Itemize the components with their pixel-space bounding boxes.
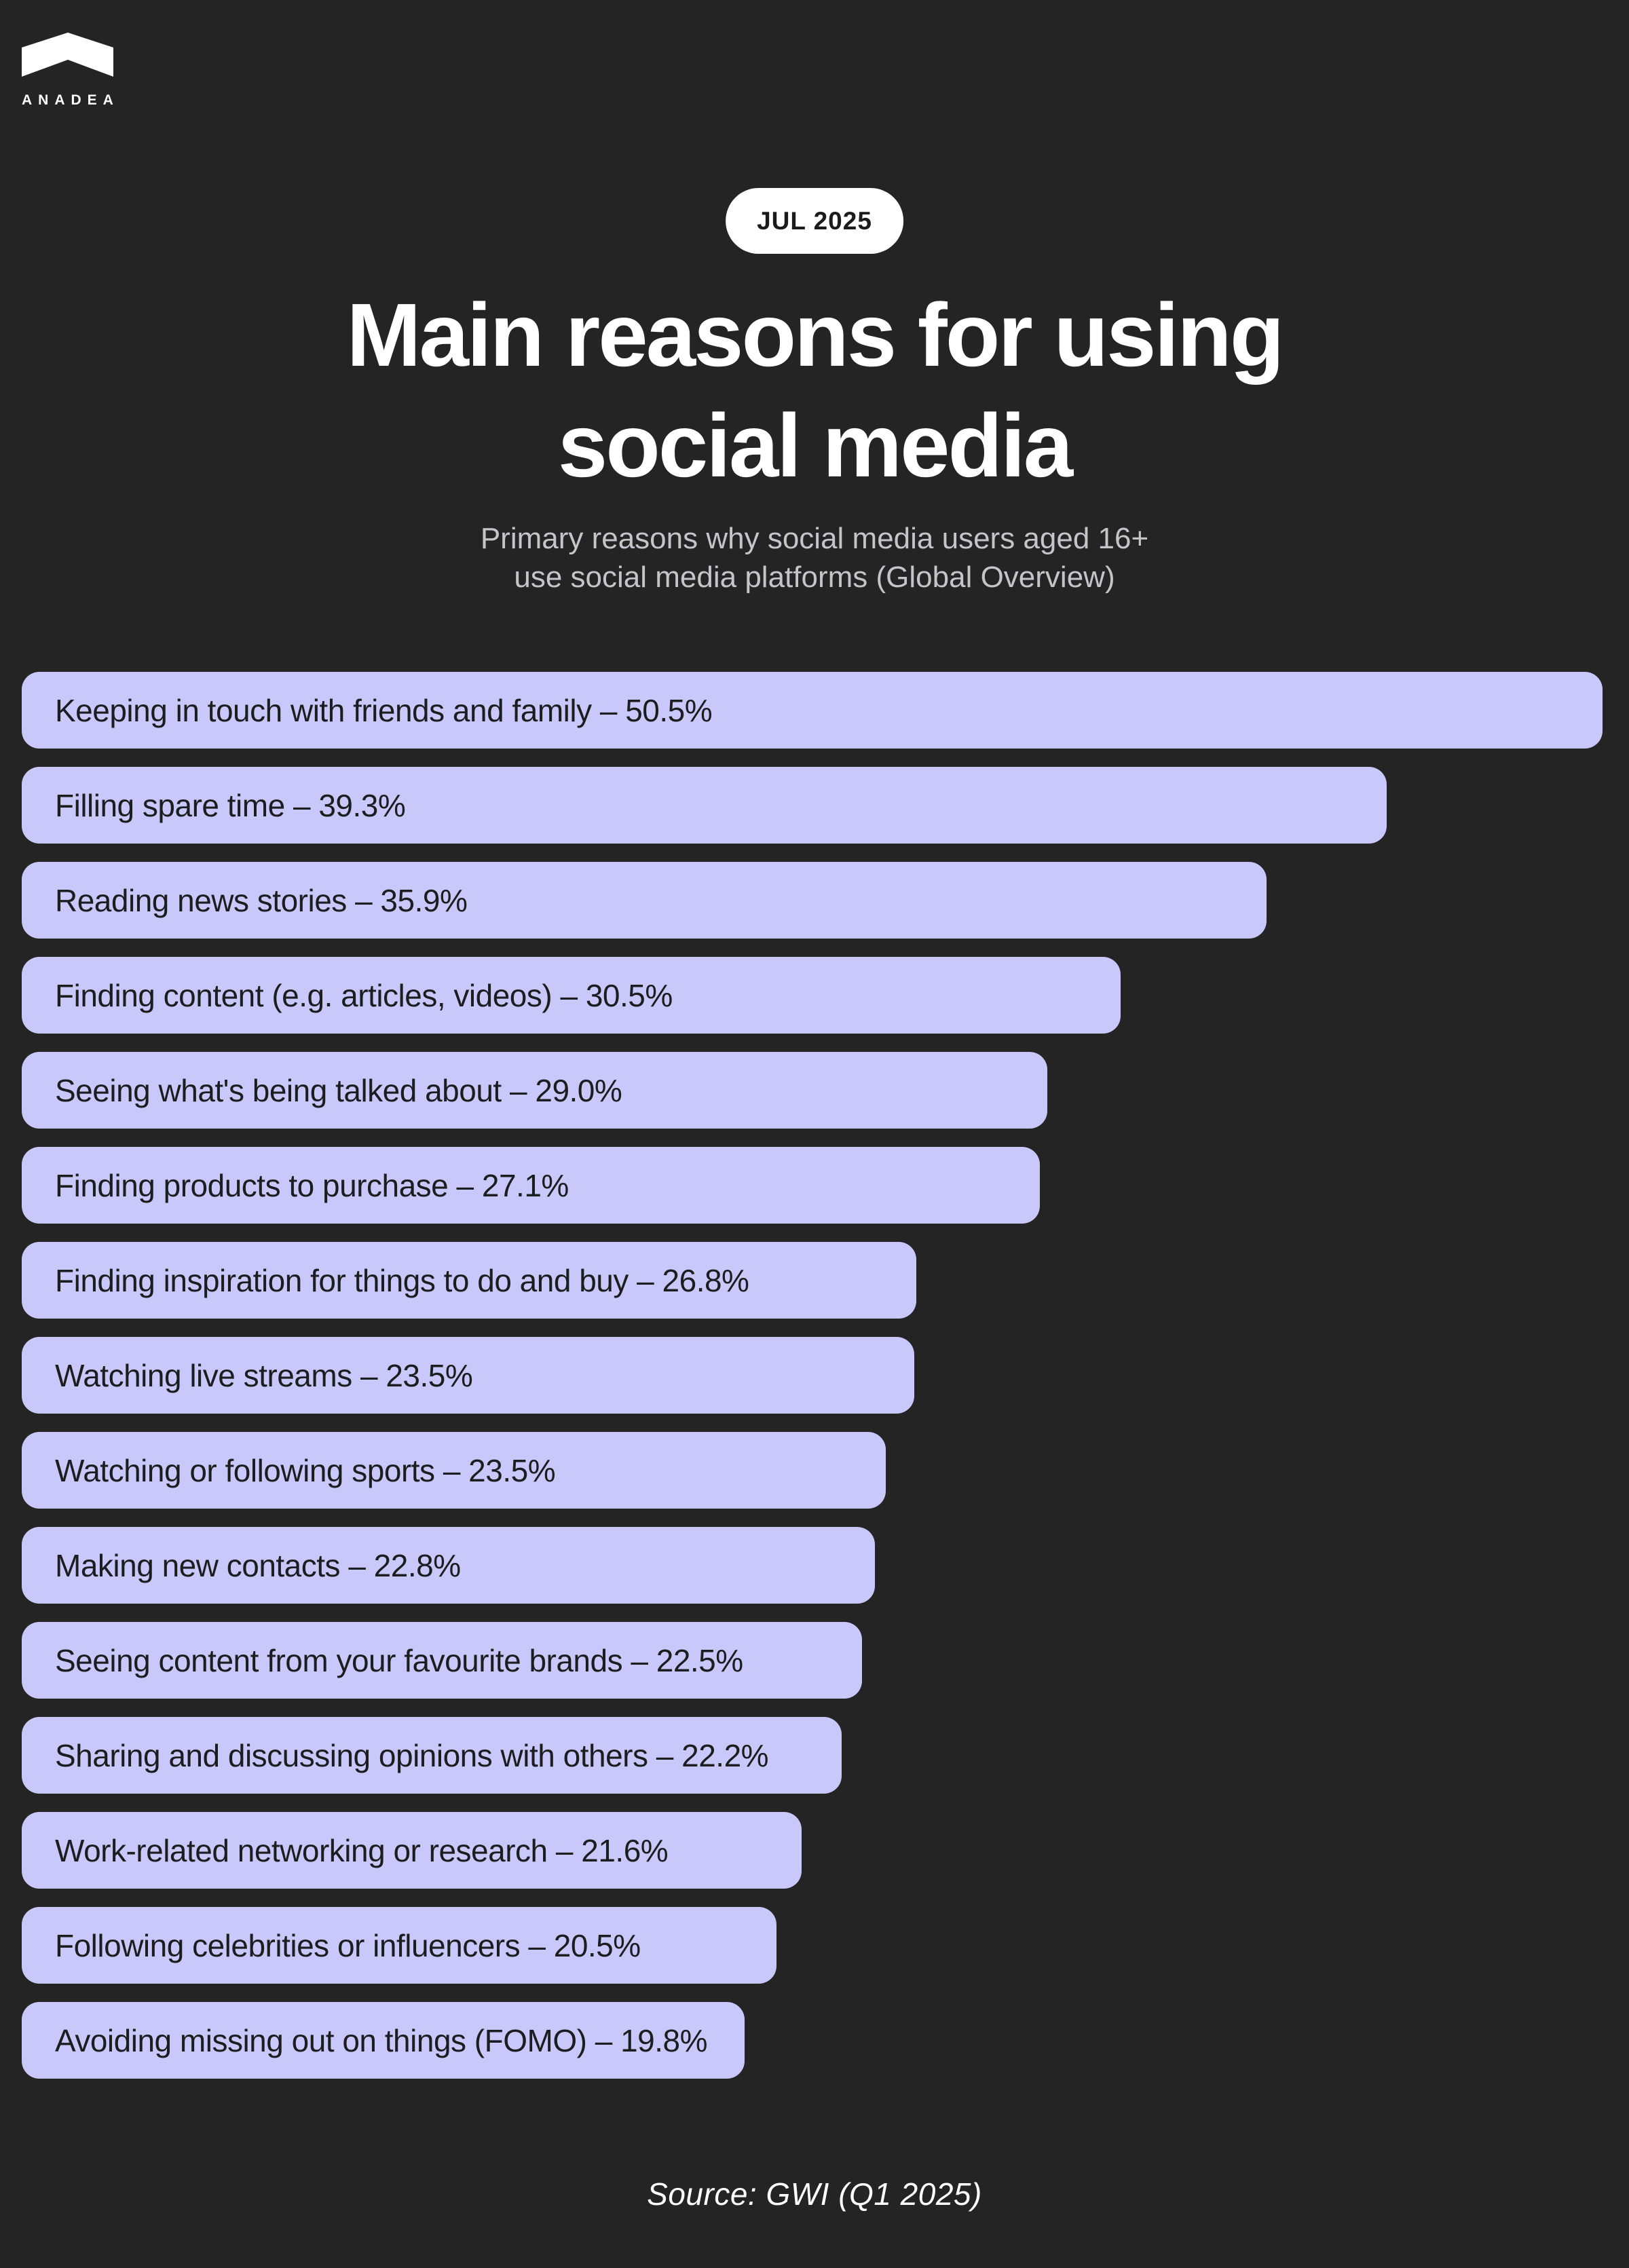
title-line-1: Main reasons for using (346, 285, 1285, 385)
anadea-chevron-icon (22, 33, 113, 77)
bar-row: Finding inspiration for things to do and… (22, 1242, 916, 1319)
anadea-wordmark: ANADEA (22, 92, 119, 108)
bar-label: Finding products to purchase – 27.1% (55, 1167, 569, 1203)
bar-label: Seeing content from your favourite brand… (55, 1642, 743, 1678)
bar-row: Keeping in touch with friends and family… (22, 672, 1603, 749)
bar-row: Seeing content from your favourite brand… (22, 1622, 863, 1699)
bar-label: Making new contacts – 22.8% (55, 1547, 461, 1583)
anadea-logo: ANADEA (22, 33, 114, 109)
bar-label: Finding content (e.g. articles, videos) … (55, 977, 673, 1013)
bar-label: Avoiding missing out on things (FOMO) – … (55, 2022, 708, 2058)
date-badge-label: JUL 2025 (757, 206, 872, 235)
bar-row: Following celebrities or influencers – 2… (22, 1907, 776, 1984)
subtitle-line-2: use social media platforms (Global Overv… (514, 561, 1115, 594)
bar-label: Finding inspiration for things to do and… (55, 1262, 749, 1298)
bar-label: Seeing what's being talked about – 29.0% (55, 1072, 622, 1108)
bar-label: Following celebrities or influencers – 2… (55, 1927, 641, 1963)
bar-row: Reading news stories – 35.9% (22, 862, 1267, 939)
bar-label: Filling spare time – 39.3% (55, 787, 406, 823)
bar-chart: Keeping in touch with friends and family… (22, 672, 1607, 2079)
bar-row: Watching or following sports – 23.5% (22, 1432, 886, 1509)
bar-row: Making new contacts – 22.8% (22, 1527, 875, 1604)
bar-label: Watching live streams – 23.5% (55, 1357, 473, 1393)
title-line-2: social media (557, 396, 1073, 495)
page-title: Main reasons for using social media (0, 280, 1629, 501)
date-badge: JUL 2025 (726, 188, 903, 254)
bar-row: Filling spare time – 39.3% (22, 767, 1387, 844)
bar-label: Sharing and discussing opinions with oth… (55, 1737, 769, 1773)
bar-row: Sharing and discussing opinions with oth… (22, 1717, 842, 1794)
bar-label: Work-related networking or research – 21… (55, 1832, 669, 1868)
bar-row: Work-related networking or research – 21… (22, 1812, 802, 1889)
source-note: Source: GWI (Q1 2025) (647, 2176, 982, 2212)
bar-row: Seeing what's being talked about – 29.0% (22, 1052, 1048, 1129)
bar-label: Watching or following sports – 23.5% (55, 1452, 556, 1488)
bar-label: Keeping in touch with friends and family… (55, 692, 713, 728)
bar-row: Avoiding missing out on things (FOMO) – … (22, 2002, 745, 2079)
page-subtitle: Primary reasons why social media users a… (0, 519, 1629, 597)
bar-row: Finding content (e.g. articles, videos) … (22, 957, 1121, 1034)
bar-row: Finding products to purchase – 27.1% (22, 1147, 1040, 1224)
bar-row: Watching live streams – 23.5% (22, 1337, 915, 1414)
bar-label: Reading news stories – 35.9% (55, 882, 468, 918)
subtitle-line-1: Primary reasons why social media users a… (480, 522, 1149, 555)
